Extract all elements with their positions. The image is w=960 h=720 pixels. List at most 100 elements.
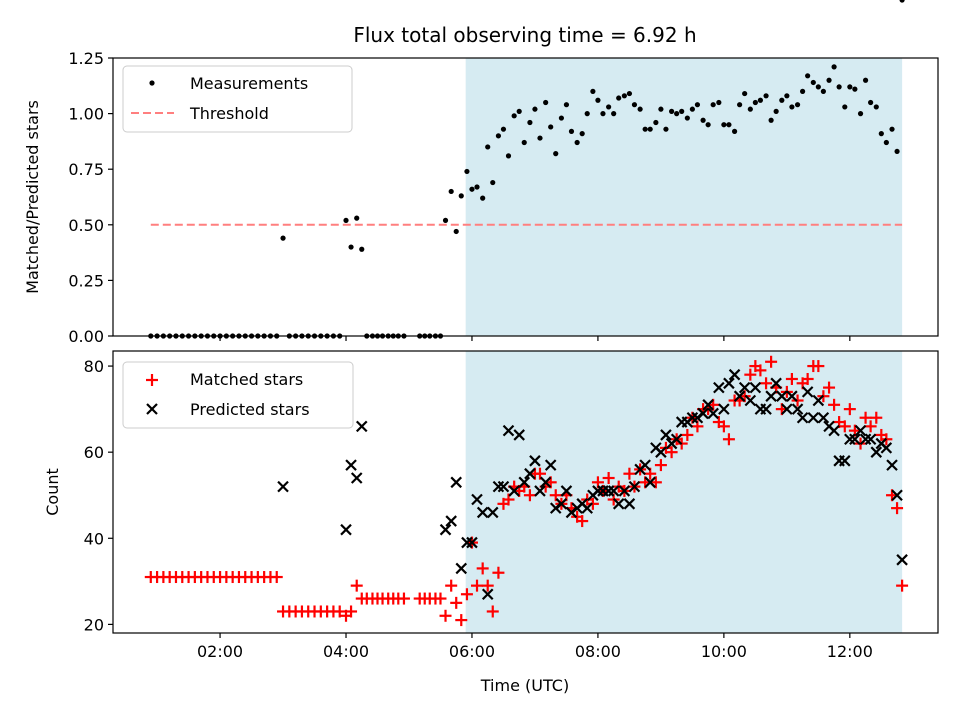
measurement-point [563,102,570,108]
matched-star-point [665,446,678,459]
top-ytick-label: 0.75 [68,160,104,179]
measurement-point [500,126,507,132]
measurement-point [831,64,837,70]
measurement-point [527,119,533,126]
top-axes-frame [112,57,939,337]
predicted-star-point [340,523,352,536]
matched-star-point [864,420,877,433]
matched-star-point [843,403,856,416]
predicted-star-point [670,433,683,446]
predicted-star-point [844,433,856,446]
measurement-point [553,151,559,157]
measurement-point [621,93,627,99]
top-ytick-label: 0.00 [68,327,104,346]
measurement-point [747,106,753,112]
matched-star-point [345,605,358,618]
measurement-point [784,93,790,99]
measurement-point [453,228,459,235]
measurement-point [873,104,879,110]
predicted-star-point [812,394,825,407]
measurement-point [836,84,842,90]
measurement-point [480,195,486,201]
measurement-point [511,113,517,119]
measurement-point [820,88,826,94]
measurement-point [653,119,659,126]
matched-star-point [523,489,536,502]
predicted-star-point [786,390,798,402]
measurement-point [757,97,764,103]
top-y-ticks: 0.00 0.25 0.50 0.75 1.00 1.25 [68,49,113,346]
measurement-point [642,126,648,132]
matched-star-point [576,515,589,528]
predicted-star-point [880,442,893,454]
measurement-point [658,106,664,112]
predicted-star-point [807,411,820,424]
top-x-ticks [219,336,851,341]
bottom-legend: Matched stars Predicted stars [122,361,354,429]
matched-star-point [828,398,841,411]
predicted-star-point [738,381,751,394]
matched-star-point [754,364,767,377]
top-ytick-label: 0.25 [68,271,104,290]
legend-measurements-label: Measurements [190,74,308,93]
predicted-star-point [277,480,289,493]
predicted-star-point [560,485,573,497]
measurement-point [815,84,821,90]
measurement-point [458,193,464,199]
measurement-point [737,102,743,108]
predicted-star-point [744,394,757,407]
matched-star-point [445,579,458,592]
matched-star-point [549,489,562,502]
predicted-star-point [607,485,620,497]
bottom-x-ticks: 02:00 04:00 06:00 08:00 10:00 12:00 [197,633,873,661]
measurement-point [579,131,585,137]
predicted-star-point [728,368,741,381]
measurement-point [359,246,365,252]
measurement-point [631,102,638,108]
predicted-star-point [539,476,552,489]
matched-star-point [744,368,757,381]
predicted-star-point [345,459,357,471]
measurement-point [731,128,738,134]
bottom-xtick-label: 12:00 [827,642,873,661]
legend-predicted-marker [146,403,158,415]
predicted-star-point [513,429,525,441]
bottom-ytick-label: 40 [84,529,104,548]
predicted-star-point [555,498,568,510]
measurement-point [584,111,590,117]
predicted-star-point [644,476,656,489]
measurement-point [280,235,286,241]
measurement-point [694,102,701,108]
measurement-point [773,108,779,114]
measurement-point [590,88,596,94]
measurement-point [889,126,895,132]
matched-star-point [476,562,489,575]
matched-star-point [654,459,667,472]
matched-star-point [434,592,447,605]
matched-star-point [722,433,735,446]
measurement-point [600,111,606,117]
predicted-star-point [628,480,641,493]
measurement-point [516,108,522,114]
predicted-star-point [817,411,830,424]
matched-star-point [870,411,883,424]
top-legend: Measurements Threshold [122,65,353,133]
predicted-star-point [450,476,463,489]
measurement-point [647,126,653,132]
matched-star-point [502,493,515,506]
matched-star-point [896,579,909,592]
measurement-point [442,217,449,223]
measurement-point [485,144,491,150]
matched-star-point [623,467,636,480]
chart-title: Flux total observing time = 6.92 h [353,23,696,47]
measurement-point [490,179,496,186]
predicted-star-point [476,506,489,519]
measurement-point [899,0,905,3]
predicted-star-point [765,390,777,402]
predicted-star-point [859,433,872,446]
matched-star-point [801,372,814,385]
predicted-star-point [660,429,672,441]
predicted-star-point [749,381,762,394]
bottom-y-axis-label: Count [43,468,62,516]
predicted-star-point [497,480,510,493]
